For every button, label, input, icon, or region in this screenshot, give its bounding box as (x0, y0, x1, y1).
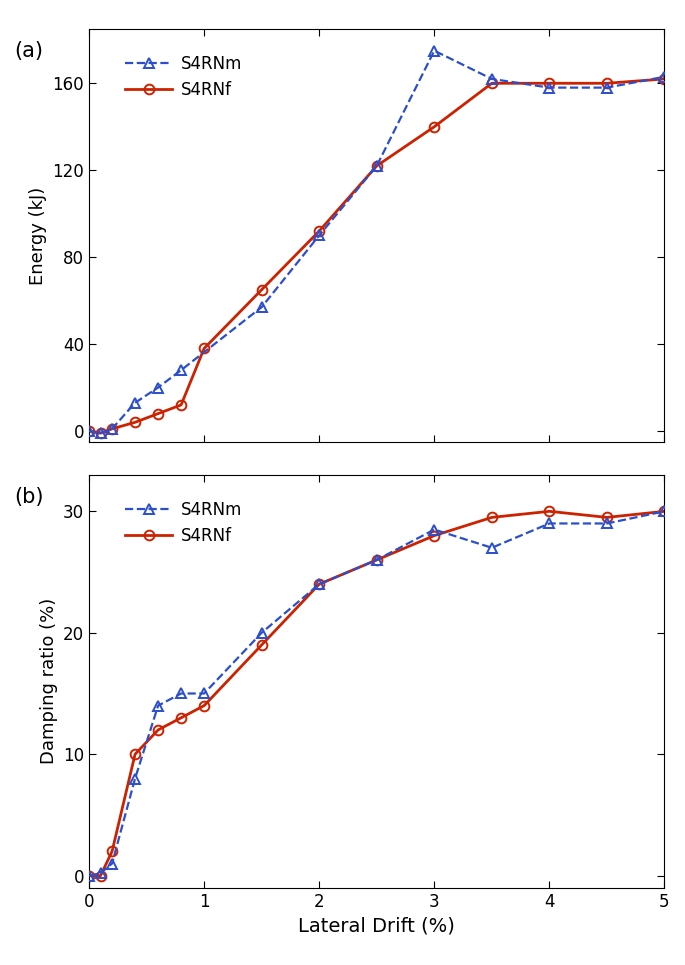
S4RNm (430, 45, 438, 57)
S4RNf (258, 284, 266, 295)
S4RNf (660, 73, 669, 85)
S4RNf (97, 427, 105, 439)
S4RNf (108, 845, 116, 857)
S4RNm (488, 73, 496, 85)
Line: S4RNf: S4RNf (84, 74, 669, 438)
S4RNm (154, 700, 162, 711)
S4RNm (200, 688, 208, 700)
S4RNm (315, 230, 323, 241)
S4RNm (258, 301, 266, 313)
Y-axis label: Damping ratio (%): Damping ratio (%) (40, 598, 58, 764)
S4RNf (177, 400, 185, 411)
S4RNf (154, 408, 162, 420)
Line: S4RNm: S4RNm (84, 45, 669, 438)
S4RNf (85, 869, 93, 881)
S4RNf (315, 225, 323, 236)
S4RNm (177, 365, 185, 376)
S4RNf (545, 506, 553, 517)
S4RNf (200, 700, 208, 711)
S4RNm (545, 82, 553, 94)
S4RNm (177, 688, 185, 700)
Legend: S4RNm, S4RNf: S4RNm, S4RNf (121, 496, 247, 550)
Line: S4RNf: S4RNf (84, 507, 669, 880)
S4RNf (660, 506, 669, 517)
S4RNf (488, 511, 496, 523)
S4RNf (108, 423, 116, 434)
S4RNm (85, 869, 93, 881)
S4RNf (430, 530, 438, 541)
S4RNm (660, 506, 669, 517)
S4RNf (373, 160, 381, 172)
S4RNf (131, 417, 139, 428)
S4RNf (177, 712, 185, 724)
Text: (b): (b) (14, 487, 44, 508)
S4RNf (315, 578, 323, 590)
Text: (a): (a) (14, 41, 43, 62)
S4RNf (488, 77, 496, 89)
S4RNf (258, 639, 266, 650)
S4RNf (373, 554, 381, 565)
S4RNm (603, 82, 611, 94)
S4RNm (660, 71, 669, 83)
S4RNm (97, 427, 105, 439)
S4RNf (97, 869, 105, 881)
Y-axis label: Energy (kJ): Energy (kJ) (29, 186, 47, 285)
S4RNm (108, 858, 116, 869)
S4RNm (258, 627, 266, 639)
S4RNf (131, 749, 139, 760)
Line: S4RNm: S4RNm (84, 507, 669, 880)
S4RNf (200, 343, 208, 354)
S4RNf (603, 511, 611, 523)
S4RNm (545, 517, 553, 529)
S4RNm (97, 868, 105, 879)
Legend: S4RNm, S4RNf: S4RNm, S4RNf (121, 49, 247, 104)
S4RNm (373, 160, 381, 172)
S4RNf (154, 724, 162, 735)
S4RNm (315, 578, 323, 590)
S4RNm (108, 423, 116, 434)
S4RNf (430, 121, 438, 132)
S4RNf (85, 426, 93, 437)
S4RNm (131, 397, 139, 408)
S4RNm (603, 517, 611, 529)
X-axis label: Lateral Drift (%): Lateral Drift (%) (298, 916, 456, 935)
S4RNm (373, 554, 381, 565)
S4RNf (545, 77, 553, 89)
S4RNm (85, 426, 93, 437)
S4RNf (603, 77, 611, 89)
S4RNm (430, 524, 438, 536)
S4RNm (154, 382, 162, 394)
S4RNm (488, 542, 496, 554)
S4RNm (131, 773, 139, 785)
